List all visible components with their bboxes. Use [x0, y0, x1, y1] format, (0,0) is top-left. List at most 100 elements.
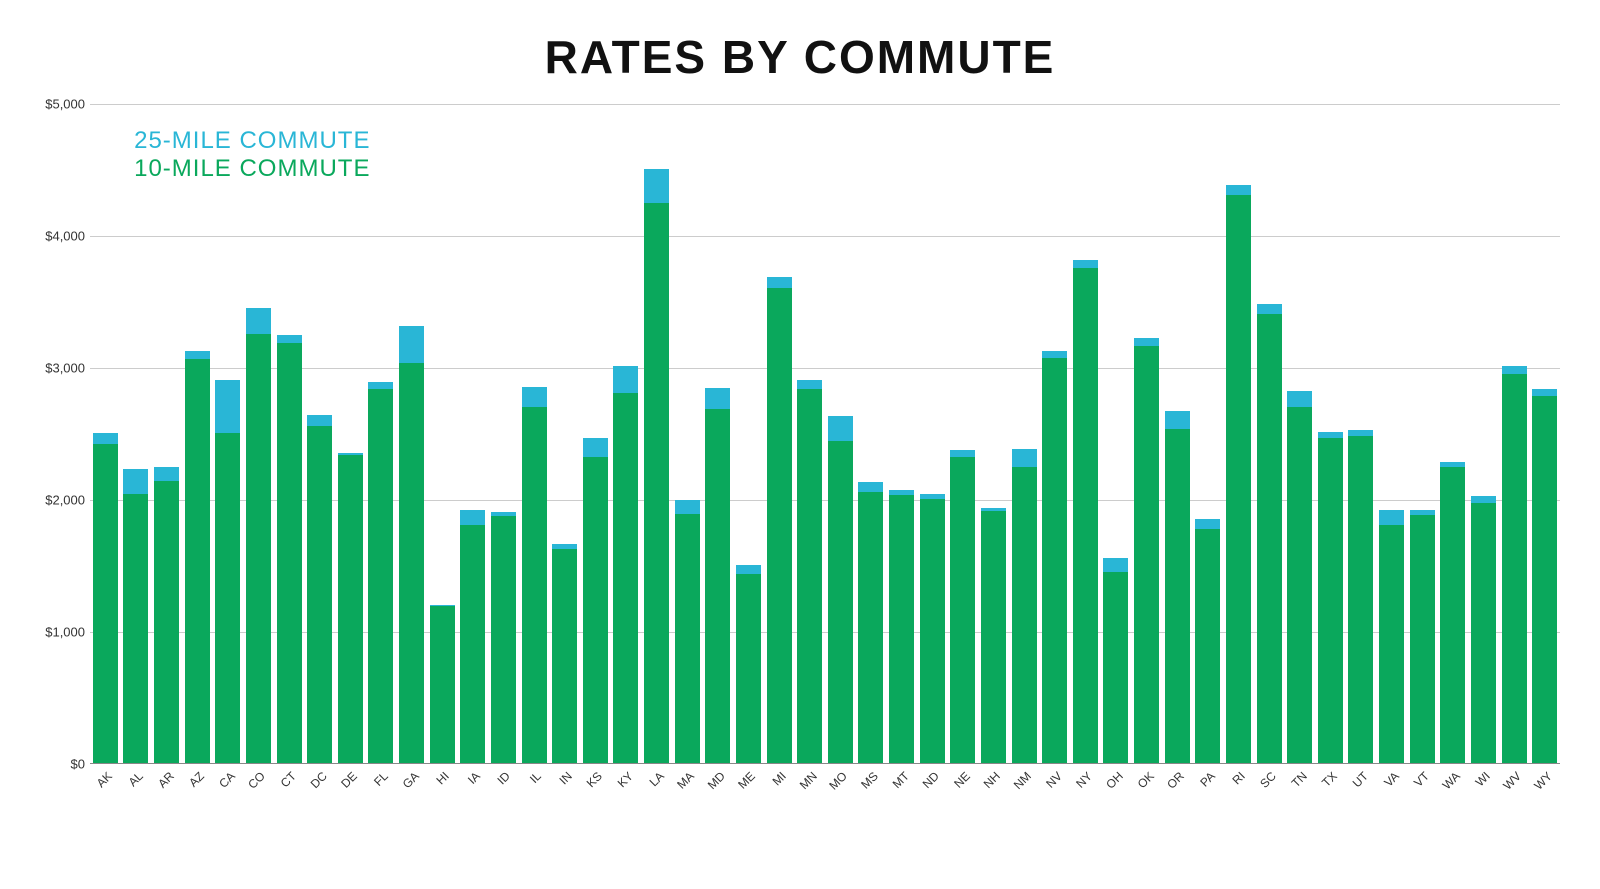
bar-segment-25-mile [307, 415, 332, 427]
bar [950, 450, 975, 763]
bar-slot [917, 104, 948, 763]
bar [583, 438, 608, 763]
x-axis-tick: MO [825, 763, 856, 791]
bar-slot [121, 104, 152, 763]
x-axis-tick: ME [733, 763, 764, 791]
bar-segment-25-mile [705, 388, 730, 409]
bar-slot [1070, 104, 1101, 763]
x-axis-tick: DE [335, 763, 366, 791]
x-axis-tick: AK [90, 763, 121, 791]
bar [491, 512, 516, 763]
bar [1195, 519, 1220, 763]
bar-slot [1529, 104, 1560, 763]
bar-segment-25-mile [215, 380, 240, 433]
bar-slot [243, 104, 274, 763]
x-axis-tick-label: MI [770, 769, 789, 788]
bar-segment-25-mile [767, 277, 792, 288]
bar [858, 482, 883, 763]
x-axis-tick: DC [304, 763, 335, 791]
bar-segment-10-mile [368, 389, 393, 763]
bar [736, 565, 761, 763]
bar-slot [978, 104, 1009, 763]
chart-area: 25-MILE COMMUTE10-MILE COMMUTE AKALARAZC… [30, 104, 1570, 764]
x-axis-tick-label: PA [1197, 769, 1218, 790]
bar [215, 380, 240, 763]
bar-segment-25-mile [1379, 510, 1404, 526]
y-axis-tick-label: $5,000 [30, 97, 85, 112]
bar-segment-10-mile [307, 426, 332, 763]
bar [644, 169, 669, 763]
x-axis-tick: VA [1376, 763, 1407, 791]
bar [1471, 496, 1496, 763]
bar-segment-10-mile [767, 288, 792, 763]
bar [828, 416, 853, 763]
bar-slot [182, 104, 213, 763]
bar-segment-25-mile [1134, 338, 1159, 346]
bar-slot [519, 104, 550, 763]
bar-segment-25-mile [797, 380, 822, 389]
x-axis-tick: TX [1315, 763, 1346, 791]
bar-slot [1315, 104, 1346, 763]
bar-segment-25-mile [675, 500, 700, 513]
bar [246, 308, 271, 763]
bar-segment-10-mile [1379, 525, 1404, 763]
x-axis-tick: TN [1284, 763, 1315, 791]
x-axis-tick: ND [917, 763, 948, 791]
bar-slot [1039, 104, 1070, 763]
bar-segment-10-mile [736, 574, 761, 763]
bar-segment-10-mile [1042, 358, 1067, 763]
x-axis-tick-label: WV [1500, 769, 1524, 793]
x-axis-tick-label: RI [1230, 769, 1248, 787]
bar-slot [764, 104, 795, 763]
x-axis-tick: NE [948, 763, 979, 791]
bar [1226, 185, 1251, 763]
bar-segment-10-mile [705, 409, 730, 763]
x-axis-tick-label: NV [1043, 769, 1065, 791]
bar-segment-25-mile [1287, 391, 1312, 407]
bar-slot [825, 104, 856, 763]
bar-slot [611, 104, 642, 763]
x-axis-tick-label: CA [216, 769, 238, 791]
bar-segment-25-mile [1165, 411, 1190, 429]
bar-slot [948, 104, 979, 763]
bar-slot [366, 104, 397, 763]
x-axis-tick-label: FL [371, 769, 391, 789]
bar-slot [396, 104, 427, 763]
bar-segment-10-mile [93, 444, 118, 763]
x-axis-tick-label: MO [827, 769, 851, 793]
bar-segment-10-mile [1134, 346, 1159, 763]
x-axis-tick-label: MN [796, 769, 819, 792]
bar-segment-10-mile [522, 407, 547, 763]
x-axis-tick-label: AK [94, 769, 115, 790]
x-axis-tick: NV [1039, 763, 1070, 791]
bar [277, 335, 302, 763]
bar [1165, 411, 1190, 763]
y-axis-tick-label: $1,000 [30, 625, 85, 640]
bar-slot [151, 104, 182, 763]
bar-segment-25-mile [644, 169, 669, 203]
bar [1532, 389, 1557, 763]
bar-segment-10-mile [797, 389, 822, 763]
x-axis-tick: VT [1407, 763, 1438, 791]
bar-slot [1101, 104, 1132, 763]
bar-slot [641, 104, 672, 763]
legend: 25-MILE COMMUTE10-MILE COMMUTE [134, 127, 370, 183]
bar-segment-10-mile [1226, 195, 1251, 763]
x-axis-tick: NM [1009, 763, 1040, 791]
x-axis-tick: MD [703, 763, 734, 791]
bar-segment-25-mile [93, 433, 118, 444]
x-axis-tick-label: MS [858, 769, 881, 792]
bar [889, 490, 914, 763]
bar-slot [1407, 104, 1438, 763]
bar-segment-25-mile [736, 565, 761, 574]
bar-slot [703, 104, 734, 763]
x-axis-tick: HI [427, 763, 458, 791]
bar-segment-25-mile [277, 335, 302, 343]
bar-segment-10-mile [1195, 529, 1220, 763]
bar-segment-10-mile [277, 343, 302, 763]
bar-slot [304, 104, 335, 763]
bar-segment-25-mile [522, 387, 547, 407]
x-axis-tick-label: CT [278, 769, 299, 790]
x-axis-tick: PA [1193, 763, 1224, 791]
bar [1012, 449, 1037, 763]
